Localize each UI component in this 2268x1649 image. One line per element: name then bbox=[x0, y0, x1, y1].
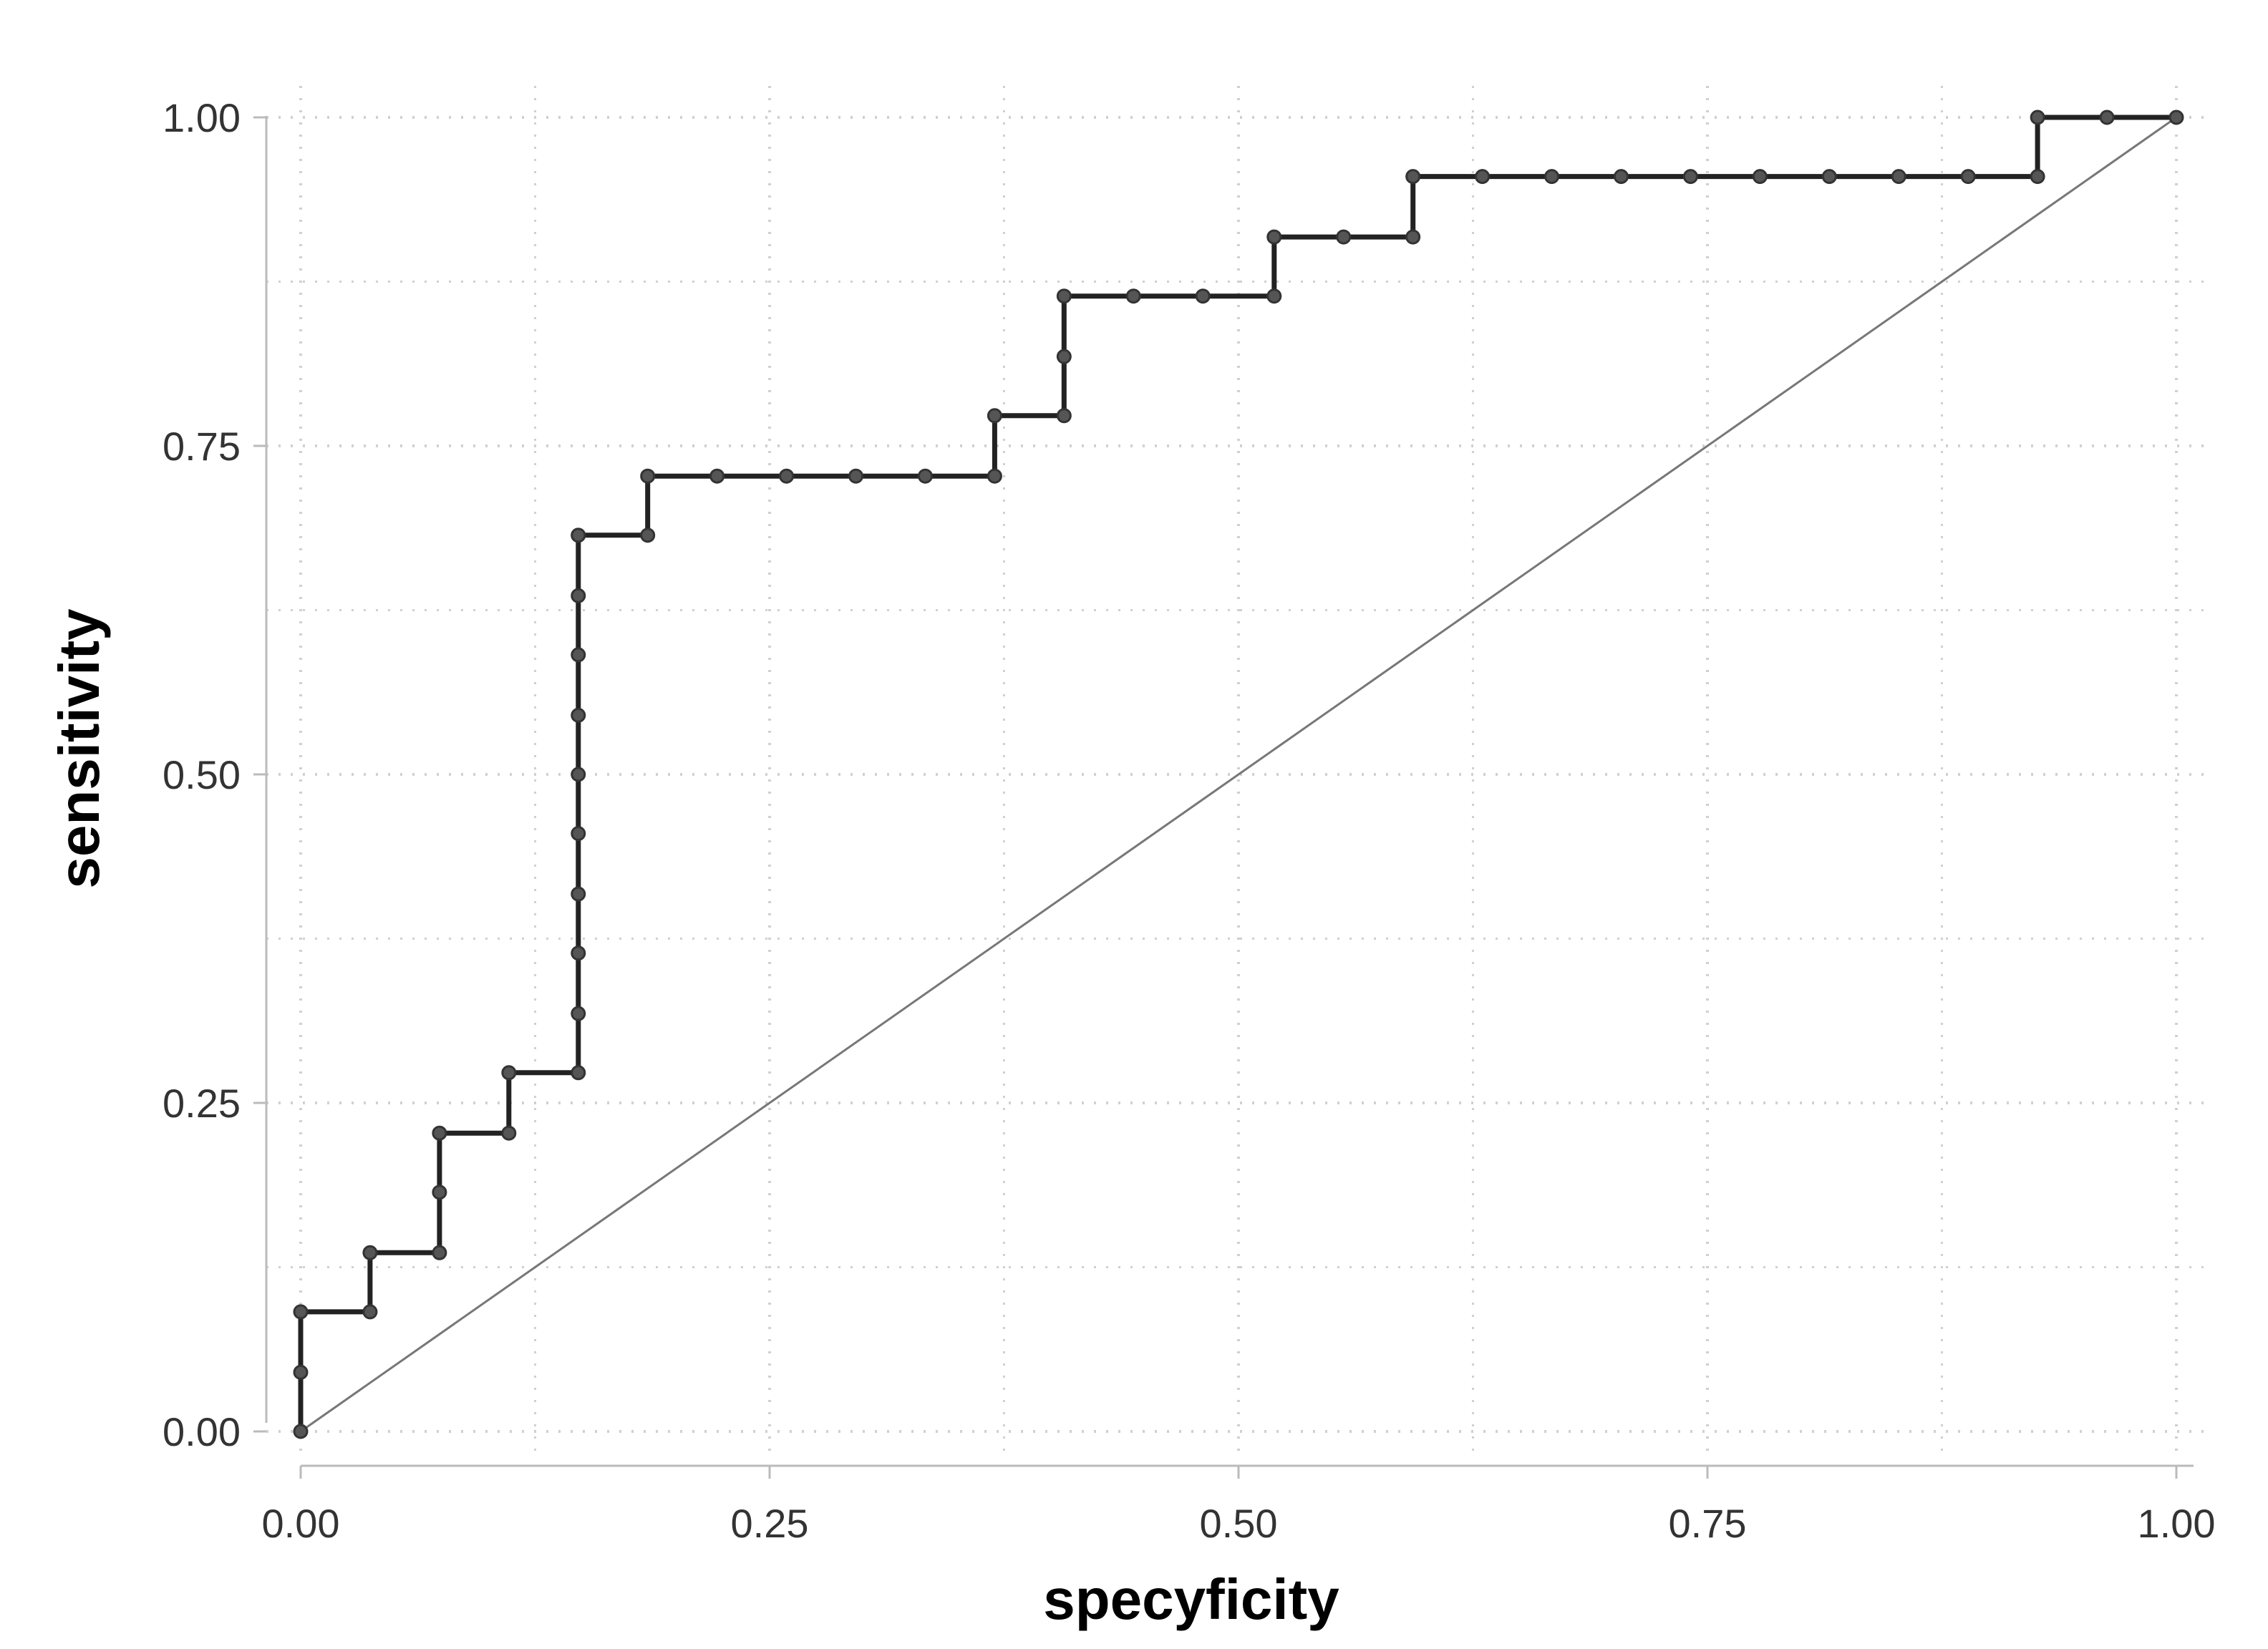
roc-point-37 bbox=[1405, 229, 1421, 245]
roc-point-10 bbox=[571, 1065, 586, 1081]
roc-point-49 bbox=[2099, 110, 2115, 125]
roc-point-13 bbox=[571, 886, 586, 902]
roc-point-4 bbox=[362, 1245, 378, 1260]
roc-point-42 bbox=[1682, 169, 1698, 185]
x-tick-label-1: 0.25 bbox=[731, 1501, 809, 1546]
roc-point-17 bbox=[571, 647, 586, 663]
roc-point-26 bbox=[917, 468, 933, 484]
roc-point-3 bbox=[362, 1304, 378, 1320]
roc-point-43 bbox=[1752, 169, 1768, 185]
roc-point-23 bbox=[709, 468, 725, 484]
roc-point-38 bbox=[1405, 169, 1421, 185]
roc-point-32 bbox=[1125, 288, 1141, 304]
y-axis-title: sensitivity bbox=[47, 608, 111, 889]
roc-point-48 bbox=[2030, 110, 2045, 125]
y-tick-label-2: 0.50 bbox=[163, 752, 241, 797]
roc-curve bbox=[298, 115, 2176, 1431]
roc-point-34 bbox=[1266, 288, 1282, 304]
roc-point-9 bbox=[501, 1065, 517, 1081]
roc-point-40 bbox=[1544, 169, 1560, 185]
roc-point-47 bbox=[2030, 169, 2045, 185]
grid-lines bbox=[266, 86, 2212, 1453]
y-tick-label-3: 0.75 bbox=[163, 424, 241, 469]
y-tick-label-1: 0.25 bbox=[163, 1081, 241, 1126]
roc-point-39 bbox=[1475, 169, 1491, 185]
roc-point-8 bbox=[501, 1125, 517, 1141]
y-tick-label-4: 1.00 bbox=[163, 95, 241, 140]
diagonal-line bbox=[300, 116, 2177, 1433]
x-tick-label-0: 0.00 bbox=[262, 1501, 340, 1546]
y-tick-label-0: 0.00 bbox=[163, 1409, 241, 1454]
roc-point-11 bbox=[571, 1006, 586, 1021]
roc-point-20 bbox=[571, 527, 586, 543]
x-ticks: 0.00 0.25 0.50 0.75 1.00 bbox=[262, 1466, 2216, 1546]
roc-point-24 bbox=[779, 468, 795, 484]
roc-point-21 bbox=[640, 527, 656, 543]
roc-point-18 bbox=[571, 588, 586, 603]
roc-point-25 bbox=[848, 468, 864, 484]
roc-point-6 bbox=[432, 1185, 447, 1200]
roc-point-15 bbox=[571, 767, 586, 782]
roc-point-5 bbox=[432, 1245, 447, 1260]
roc-curve-line bbox=[298, 115, 2176, 1431]
roc-point-30 bbox=[1056, 349, 1072, 364]
roc-point-35 bbox=[1266, 229, 1282, 245]
x-tick-label-4: 1.00 bbox=[2138, 1501, 2216, 1546]
roc-point-50 bbox=[2168, 110, 2184, 125]
roc-points bbox=[293, 110, 2184, 1439]
roc-point-36 bbox=[1336, 229, 1352, 245]
roc-point-46 bbox=[1960, 169, 1976, 185]
roc-point-0 bbox=[293, 1424, 309, 1439]
roc-point-41 bbox=[1613, 169, 1629, 185]
roc-point-28 bbox=[987, 408, 1002, 424]
reference-diagonal bbox=[300, 116, 2177, 1433]
roc-point-45 bbox=[1891, 169, 1906, 185]
y-ticks: 0.00 0.25 0.50 0.75 1.00 bbox=[163, 95, 266, 1454]
roc-point-44 bbox=[1821, 169, 1837, 185]
roc-point-16 bbox=[571, 707, 586, 723]
roc-point-2 bbox=[293, 1304, 309, 1320]
roc-point-29 bbox=[1056, 408, 1072, 424]
x-axis-title: specyficity bbox=[1043, 1567, 1339, 1631]
roc-point-7 bbox=[432, 1125, 447, 1141]
roc-point-1 bbox=[293, 1364, 309, 1380]
axes bbox=[265, 116, 2194, 1467]
roc-point-12 bbox=[571, 945, 586, 961]
roc-point-14 bbox=[571, 826, 586, 842]
roc-point-31 bbox=[1056, 288, 1072, 304]
roc-point-22 bbox=[640, 468, 656, 484]
roc-point-27 bbox=[987, 468, 1002, 484]
roc-point-33 bbox=[1195, 288, 1211, 304]
x-tick-label-3: 0.75 bbox=[1669, 1501, 1747, 1546]
x-tick-label-2: 0.50 bbox=[1200, 1501, 1278, 1546]
